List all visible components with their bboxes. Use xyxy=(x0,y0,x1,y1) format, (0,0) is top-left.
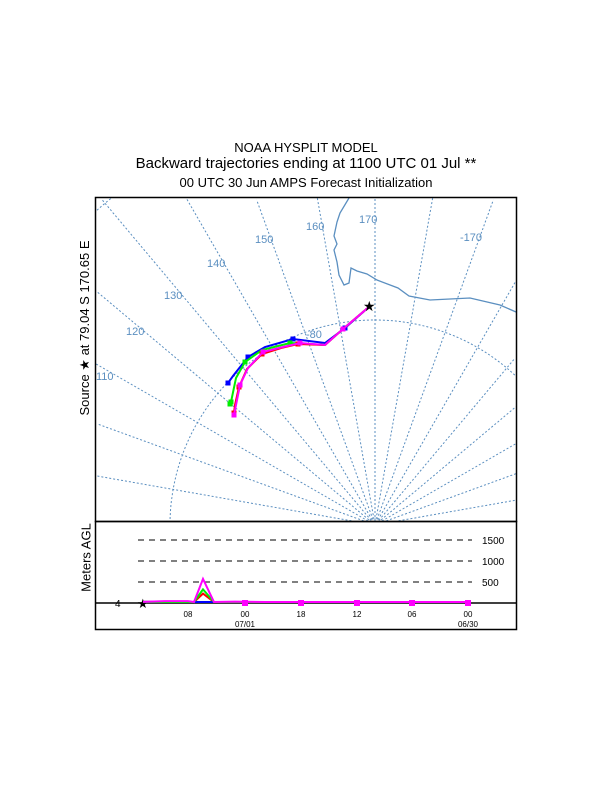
meridian-line xyxy=(375,197,434,520)
meridian-line xyxy=(95,363,369,522)
coastline xyxy=(333,197,517,313)
date-label: 07/01 xyxy=(235,620,256,629)
source-star-icon: ★ xyxy=(363,298,376,314)
magenta-trajectory-marker xyxy=(237,382,243,388)
map-frame xyxy=(94,196,518,523)
magenta-height-marker xyxy=(354,600,360,606)
height-frame xyxy=(94,520,518,631)
latitude-circle xyxy=(96,198,112,211)
time-tick-label: 08 xyxy=(184,610,193,619)
meridian-line xyxy=(97,475,352,522)
blue-trajectory-marker xyxy=(225,380,231,386)
start-height-label: 4 xyxy=(115,599,121,610)
latitude-label: -80 xyxy=(306,329,322,341)
magenta-height-marker xyxy=(409,600,415,606)
time-tick-label: 18 xyxy=(297,610,306,619)
meridian-line xyxy=(377,280,517,521)
time-tick-label: 06 xyxy=(408,610,417,619)
red-trajectory xyxy=(233,305,371,414)
meridian-line xyxy=(256,199,374,520)
green-trajectory-marker xyxy=(287,340,293,346)
longitude-label: 170 xyxy=(359,214,377,226)
longitude-label: -170 xyxy=(460,232,482,244)
green-trajectory-marker xyxy=(227,401,233,407)
green-height-line xyxy=(142,587,468,603)
source-star-icon: ★ xyxy=(137,596,149,611)
magenta-height-line xyxy=(142,576,468,604)
plot-title: Backward trajectories ending at 1100 UTC… xyxy=(135,155,477,172)
green-trajectory-marker xyxy=(242,359,248,365)
height-level-label: 1000 xyxy=(482,557,505,568)
meridian-line xyxy=(96,423,364,522)
model-title: NOAA HYSPLIT MODEL xyxy=(234,140,378,155)
longitude-label: 130 xyxy=(164,290,182,302)
longitude-label: 160 xyxy=(306,221,324,233)
magenta-trajectory xyxy=(233,305,371,416)
date-label: 06/30 xyxy=(458,620,479,629)
blue-trajectory-marker xyxy=(245,354,251,360)
trajectories xyxy=(225,305,371,418)
meridian-line xyxy=(95,290,370,521)
meridian-line xyxy=(381,443,516,522)
magenta-height-marker xyxy=(298,600,304,606)
meridian-line xyxy=(316,197,375,520)
meridian-line xyxy=(378,357,516,521)
longitude-label: 140 xyxy=(207,258,225,270)
plot-subtitle: 00 UTC 30 Jun AMPS Forecast Initializati… xyxy=(179,175,433,190)
longitude-label: 120 xyxy=(126,326,144,338)
magenta-trajectory-marker xyxy=(260,349,266,355)
longitude-label: 110 xyxy=(96,371,114,383)
latitude-circle xyxy=(169,319,516,520)
meridian-line xyxy=(398,499,515,522)
magenta-trajectory-marker xyxy=(340,326,346,332)
longitude-label: 150 xyxy=(255,234,273,246)
meridian-line xyxy=(386,473,517,522)
time-tick-label: 12 xyxy=(353,610,362,619)
magenta-trajectory-marker xyxy=(231,412,237,418)
magenta-height-marker xyxy=(465,600,471,606)
map-grid: 110 120 130 140 150 160 170 -170 -80 xyxy=(95,197,517,522)
magenta-trajectory-marker xyxy=(297,340,303,346)
blue-trajectory-marker xyxy=(290,336,296,342)
height-level-label: 1500 xyxy=(482,536,505,547)
meridian-line xyxy=(186,199,373,521)
meridian-line xyxy=(376,199,494,520)
time-tick-label: 00 xyxy=(464,610,473,619)
meridian-line xyxy=(100,198,372,521)
magenta-height-marker xyxy=(242,600,248,606)
height-level-label: 500 xyxy=(482,578,499,589)
time-tick-label: 00 xyxy=(241,610,250,619)
meridian-line xyxy=(380,406,517,521)
